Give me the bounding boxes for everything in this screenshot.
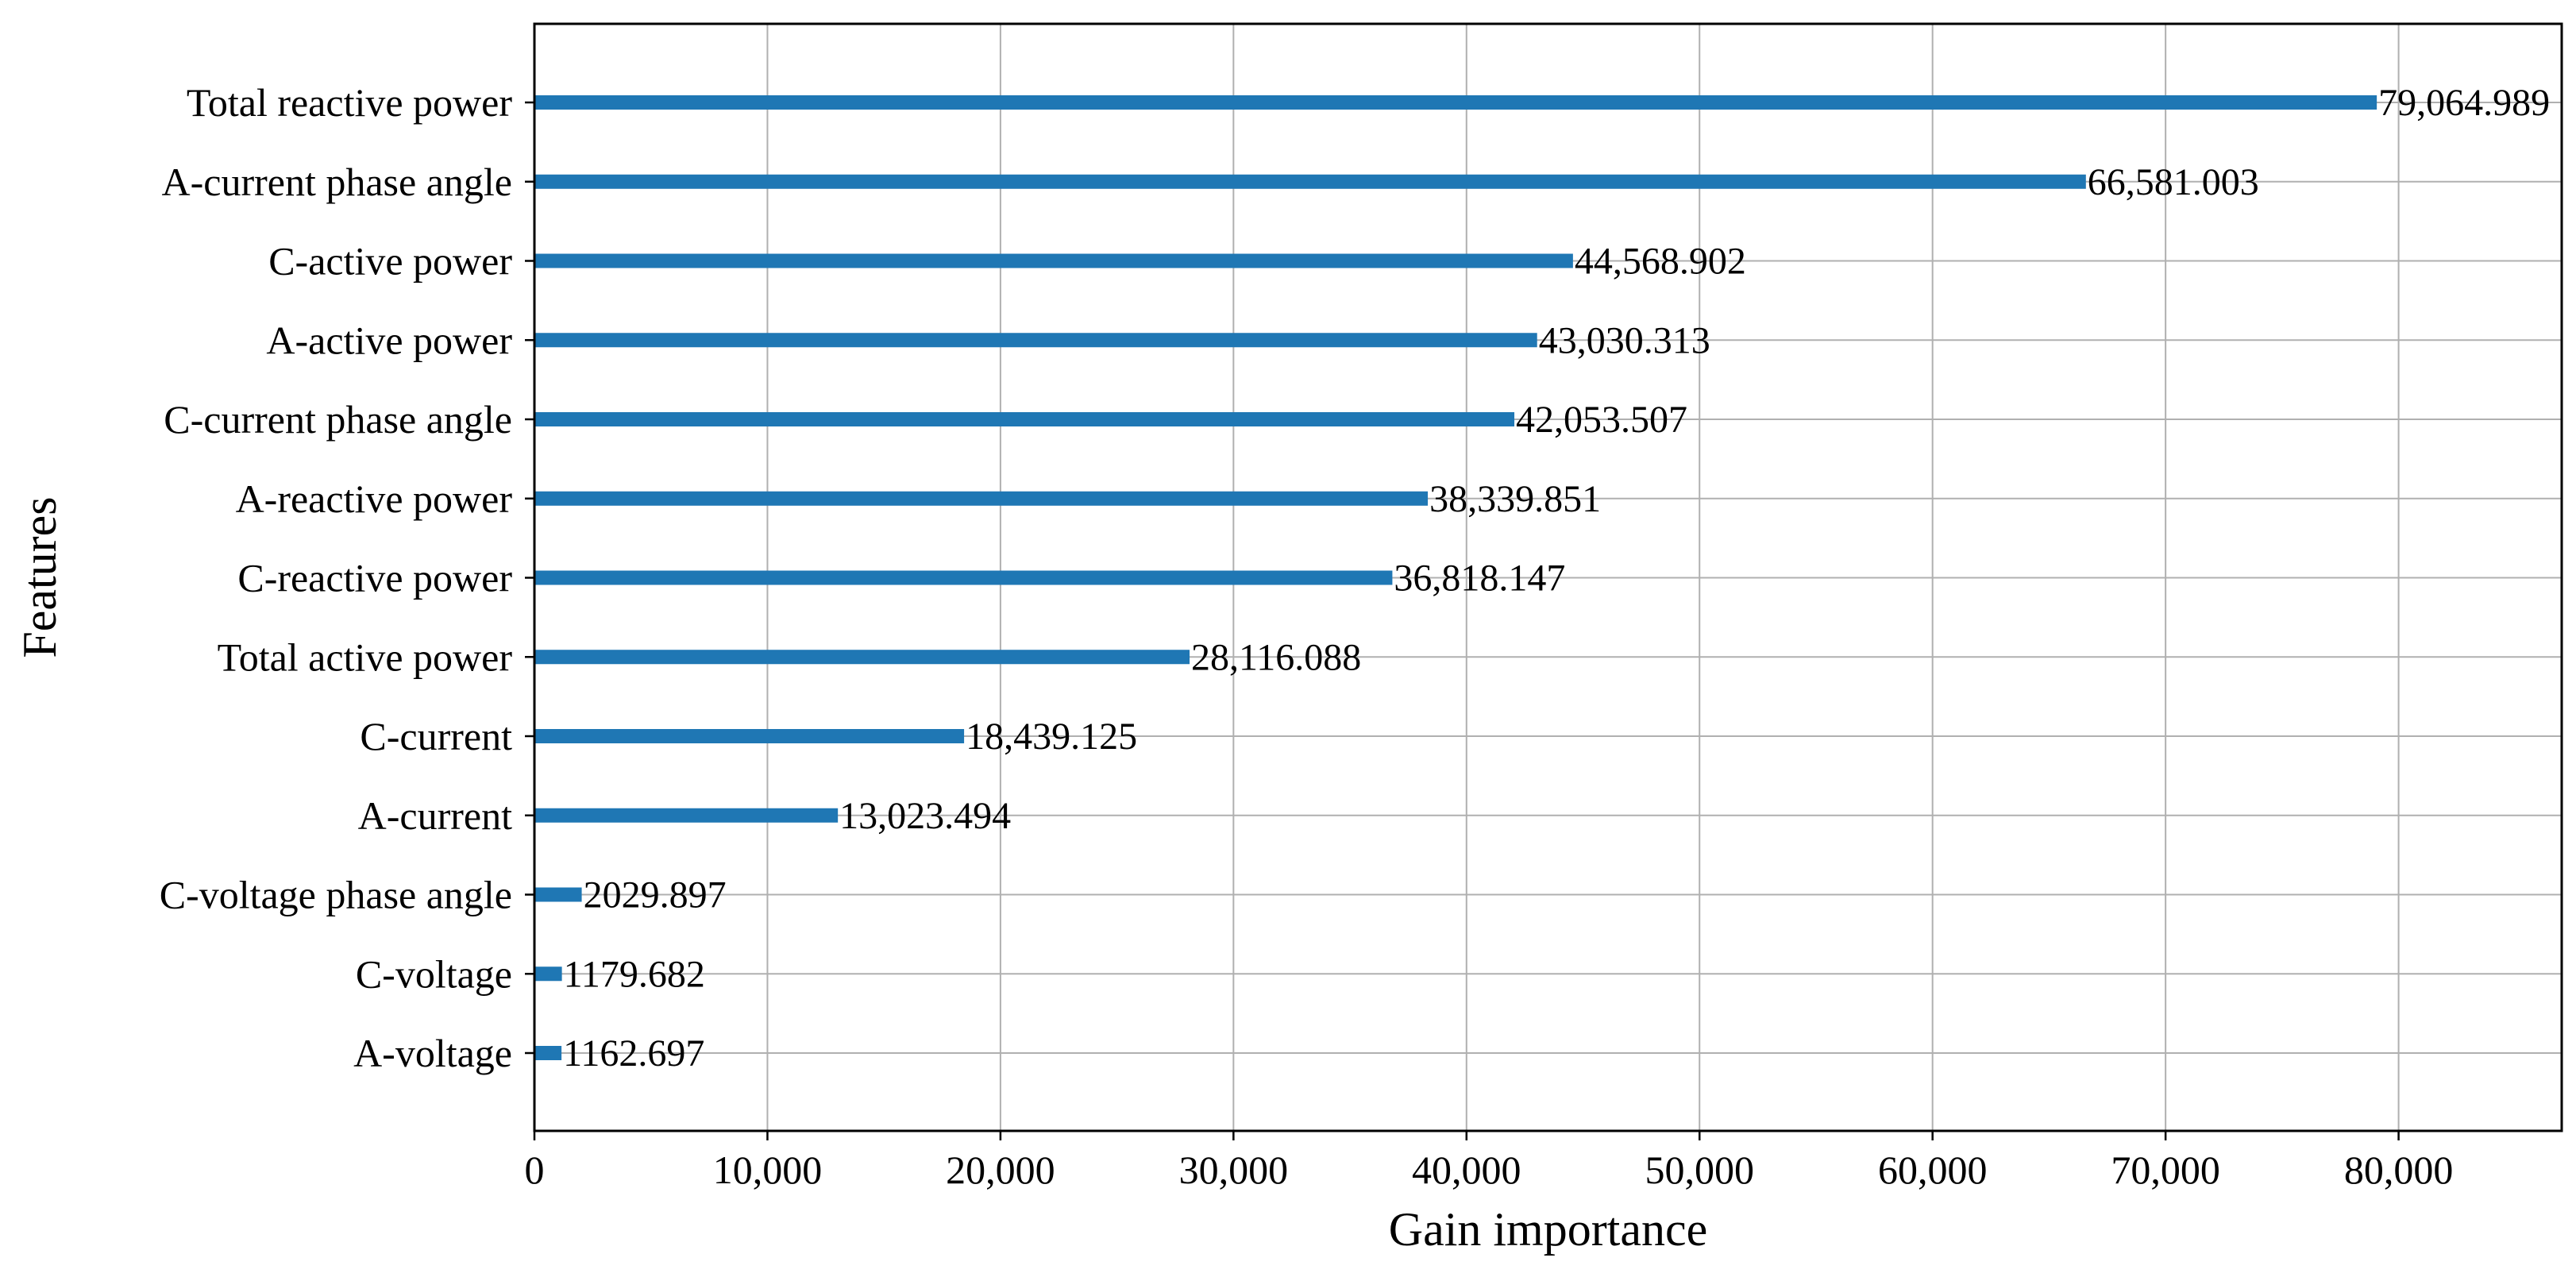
data-label: 79,064.989 xyxy=(2378,82,2550,124)
y-tick-label: C-current phase angle xyxy=(164,397,512,442)
bar xyxy=(534,650,1190,665)
bar xyxy=(534,95,2377,110)
data-label: 28,116.088 xyxy=(1191,636,1361,678)
y-tick-label: C-voltage xyxy=(356,951,512,996)
data-label: 13,023.494 xyxy=(839,795,1011,837)
data-label: 36,818.147 xyxy=(1394,557,1565,600)
y-axis-label: Features xyxy=(13,496,66,658)
bar xyxy=(534,174,2086,189)
bar xyxy=(534,808,839,823)
x-tick-label: 20,000 xyxy=(946,1148,1055,1192)
y-tick-label: C-voltage phase angle xyxy=(160,873,512,917)
x-tick-label: 50,000 xyxy=(1645,1148,1754,1192)
y-tick-label: A-active power xyxy=(266,318,512,362)
bars xyxy=(534,95,2377,1060)
data-label: 1179.682 xyxy=(564,953,705,995)
bar xyxy=(534,887,582,902)
data-label: 42,053.507 xyxy=(1516,399,1687,441)
bar xyxy=(534,966,562,982)
bar xyxy=(534,1046,562,1060)
y-tick-label: C-active power xyxy=(268,239,512,284)
y-axis-ticks: Total reactive power A-current phase angl… xyxy=(160,80,534,1075)
data-label: 38,339.851 xyxy=(1429,478,1601,520)
y-tick-label: C-current xyxy=(360,714,512,758)
y-tick-label: A-voltage xyxy=(353,1031,512,1075)
x-tick-label: 80,000 xyxy=(2344,1148,2454,1192)
x-tick-label: 0 xyxy=(525,1148,545,1192)
data-labels: 79,064.989 66,581.003 44,568.902 43,030.313… xyxy=(563,82,2550,1074)
data-label: 18,439.125 xyxy=(966,716,1137,758)
bar xyxy=(534,412,1515,426)
y-tick-label: Total active power xyxy=(218,635,513,679)
x-tick-label: 10,000 xyxy=(713,1148,823,1192)
data-label: 66,581.003 xyxy=(2088,161,2259,203)
data-label: 43,030.313 xyxy=(1539,319,1710,361)
bar xyxy=(534,491,1429,506)
bar xyxy=(534,570,1393,585)
x-tick-label: 70,000 xyxy=(2111,1148,2220,1192)
y-tick-label: A-current xyxy=(358,793,512,838)
y-tick-label: Total reactive power xyxy=(187,80,513,125)
x-tick-label: 40,000 xyxy=(1412,1148,1521,1192)
data-label: 2029.897 xyxy=(584,874,727,916)
x-axis-label: Gain importance xyxy=(1389,1203,1708,1256)
y-tick-label: A-current phase angle xyxy=(162,160,512,204)
bar xyxy=(534,253,1573,268)
x-axis-ticks: 0 10,000 20,000 30,000 40,000 50,000 60,000 70,… xyxy=(525,1131,2454,1192)
bar xyxy=(534,729,965,743)
x-tick-label: 60,000 xyxy=(1878,1148,1988,1192)
bar xyxy=(534,333,1537,348)
data-label: 44,568.902 xyxy=(1575,241,1746,283)
y-tick-label: A-reactive power xyxy=(236,476,513,521)
data-label: 1162.697 xyxy=(563,1032,704,1074)
x-tick-label: 30,000 xyxy=(1179,1148,1289,1192)
y-tick-label: C-reactive power xyxy=(237,556,512,600)
